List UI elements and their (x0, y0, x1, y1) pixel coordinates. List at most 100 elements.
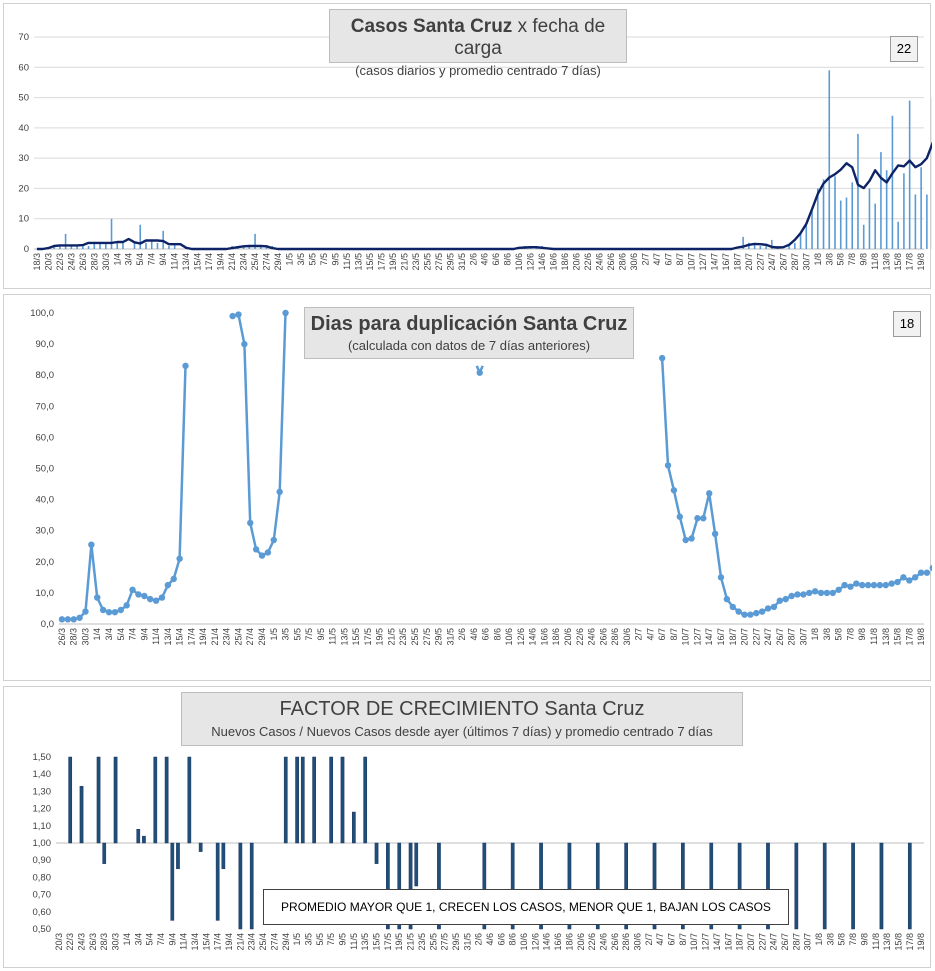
x-tick-label: 25/5 (410, 628, 420, 646)
point-duplicacion (88, 541, 95, 548)
x-tick-label: 6/7 (667, 933, 677, 946)
point-duplicacion (753, 609, 760, 617)
x-tick-label: 19/8 (916, 628, 926, 646)
x-tick-label: 16/7 (723, 933, 733, 951)
point-duplicacion (870, 581, 878, 589)
bar-casos (816, 188, 819, 249)
x-tick-label: 15/8 (893, 628, 903, 646)
x-tick-label: 25/4 (258, 933, 268, 951)
bar-casos (99, 242, 101, 249)
point-duplicacion (76, 614, 83, 621)
x-tick-label: 7/8 (847, 253, 857, 266)
x-tick-label: 12/6 (516, 628, 526, 646)
x-tick-label: 22/6 (575, 628, 585, 646)
x-tick-label: 17/4 (213, 933, 223, 951)
bar-factor (794, 842, 799, 930)
point-duplicacion (258, 552, 266, 559)
point-duplicacion (700, 515, 707, 522)
x-tick-label: 30/3 (111, 933, 121, 951)
y-tick-label: 70,0 (36, 401, 55, 412)
x-tick-label: 15/8 (893, 253, 903, 271)
x-tick-label: 4/6 (469, 628, 479, 641)
point-duplicacion (147, 595, 154, 603)
bar-factor (312, 756, 316, 844)
x-tick-label: 1/8 (810, 628, 820, 641)
point-duplicacion (788, 592, 795, 600)
x-tick-label: 14/7 (712, 933, 722, 951)
bar-casos (799, 233, 802, 249)
bar-casos (845, 197, 848, 249)
point-duplicacion (859, 581, 866, 589)
bar-casos (168, 245, 170, 249)
point-duplicacion (164, 581, 172, 589)
y-tick-label: 20,0 (36, 557, 55, 568)
bar-casos (260, 245, 262, 249)
x-tick-label: 24/7 (769, 933, 779, 951)
x-tick-label: 4/7 (645, 628, 655, 641)
x-tick-label: 8/6 (508, 933, 518, 946)
point-duplicacion (723, 595, 731, 603)
bar-casos (908, 100, 911, 249)
x-tick-label: 30/6 (629, 253, 639, 271)
point-duplicacion (706, 490, 713, 497)
chart-casos-title-rest: x fecha de carga (454, 16, 606, 59)
x-tick-label: 9/8 (857, 628, 867, 641)
y-tick-label: 30,0 (36, 526, 55, 537)
x-tick-label: 15/4 (201, 933, 211, 951)
point-duplicacion (806, 589, 813, 597)
point-duplicacion (182, 362, 189, 370)
x-tick-label: 6/7 (657, 628, 667, 641)
y-tick-label: 0,90 (33, 855, 52, 866)
x-tick-label: 20/6 (576, 933, 586, 951)
x-tick-label: 26/7 (778, 253, 788, 271)
bar-casos (914, 194, 917, 249)
x-tick-label: 28/3 (89, 253, 99, 271)
bar-casos (822, 179, 825, 249)
bar-factor (414, 842, 419, 887)
x-tick-label: 17/4 (186, 628, 196, 646)
x-tick-label: 30/6 (622, 628, 632, 646)
x-tick-label: 27/4 (262, 253, 272, 271)
x-tick-label: 11/5 (342, 253, 352, 270)
x-tick-label: 27/5 (422, 628, 432, 646)
x-tick-label: 27/5 (434, 253, 444, 271)
x-tick-label: 7/5 (326, 933, 336, 946)
bar-factor (113, 756, 118, 844)
x-tick-label: 7/5 (319, 253, 329, 266)
x-tick-label: 25/4 (233, 628, 243, 646)
point-duplicacion (758, 608, 766, 615)
bar-factor (681, 842, 685, 930)
x-tick-label: 5/4 (135, 253, 145, 266)
x-tick-label: 26/6 (610, 933, 620, 951)
x-tick-label: 11/8 (869, 628, 879, 645)
x-tick-label: 19/4 (198, 628, 208, 646)
x-tick-label: 31/5 (457, 253, 467, 271)
bar-factor (295, 756, 299, 844)
point-duplicacion (141, 592, 148, 600)
bar-factor (329, 756, 334, 844)
x-tick-label: 26/6 (598, 628, 608, 646)
x-tick-label: 15/5 (372, 933, 382, 951)
y-tick-label: 80,0 (36, 370, 55, 381)
bar-casos (920, 167, 922, 249)
x-tick-label: 17/5 (383, 933, 393, 951)
x-tick-label: 13/5 (353, 253, 363, 271)
bar-casos (897, 221, 899, 249)
point-duplicacion (94, 594, 101, 601)
x-tick-label: 17/8 (904, 628, 914, 646)
x-tick-label: 14/6 (537, 253, 547, 271)
x-tick-label: 19/4 (224, 933, 234, 951)
x-tick-label: 5/8 (834, 628, 844, 641)
point-duplicacion (894, 578, 901, 586)
point-duplicacion (682, 536, 689, 544)
x-tick-label: 16/7 (721, 253, 731, 271)
bar-factor (136, 828, 141, 844)
x-tick-label: 11/4 (170, 253, 180, 270)
point-duplicacion (235, 311, 242, 318)
bar-casos (87, 245, 90, 249)
bar-factor (153, 756, 158, 844)
x-tick-label: 15/8 (893, 933, 903, 951)
x-tick-label: 27/5 (440, 933, 450, 951)
point-duplicacion (800, 591, 807, 598)
